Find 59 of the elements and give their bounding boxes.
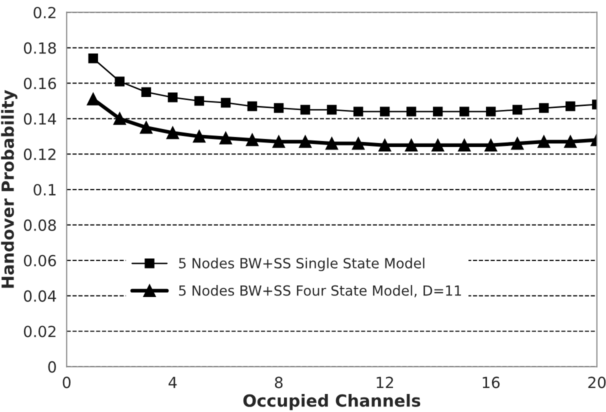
- x-tick-label: 20: [588, 376, 606, 388]
- point: [564, 135, 577, 148]
- point: [378, 138, 392, 152]
- point: [538, 135, 550, 148]
- x-tick-label: 8: [274, 376, 283, 388]
- point: [458, 138, 471, 152]
- y-tick-label: 0.2: [34, 6, 56, 18]
- point: [326, 137, 338, 150]
- y-tick-label: 0: [48, 361, 56, 373]
- point: [484, 138, 498, 152]
- point: [486, 106, 496, 116]
- x-tick-label: 0: [62, 376, 71, 388]
- y-tick-label: 0.02: [24, 326, 56, 338]
- point: [380, 106, 390, 116]
- point: [246, 134, 258, 146]
- y-axis-title: Handover Probability: [1, 90, 18, 288]
- x-axis-title: Occupied Channels: [243, 394, 420, 410]
- legend-label: 5 Nodes BW+SS Four State Model, D=11: [179, 285, 461, 298]
- point: [192, 130, 206, 143]
- point: [432, 106, 443, 116]
- point: [539, 103, 549, 113]
- point: [219, 132, 232, 144]
- x-tick-label: 4: [168, 376, 177, 388]
- y-tick-label: 0.16: [24, 78, 56, 90]
- x-tick-label: 12: [376, 376, 393, 388]
- point: [353, 106, 364, 116]
- point: [114, 76, 125, 86]
- point: [274, 103, 284, 113]
- y-tick-label: 0.04: [24, 290, 56, 302]
- point: [272, 135, 286, 148]
- point: [299, 135, 312, 148]
- point: [566, 101, 576, 112]
- y-tick-label: 0.08: [24, 219, 56, 231]
- y-tick-label: 0.12: [24, 148, 56, 160]
- point: [194, 96, 204, 106]
- point: [220, 98, 231, 108]
- point: [511, 137, 524, 150]
- point: [247, 101, 258, 112]
- x-tick-label: 16: [482, 376, 500, 388]
- y-tick-label: 0.14: [24, 113, 56, 125]
- point: [432, 138, 444, 152]
- point: [459, 106, 470, 116]
- point: [141, 87, 152, 97]
- point: [300, 104, 310, 115]
- y-tick-label: 0.1: [34, 184, 56, 196]
- point: [88, 54, 98, 64]
- point: [168, 92, 178, 102]
- point: [326, 104, 337, 115]
- point: [140, 121, 152, 134]
- point: [512, 104, 522, 115]
- y-tick-label: 0.06: [24, 254, 56, 266]
- point: [352, 137, 365, 150]
- point: [86, 92, 100, 106]
- point: [166, 126, 179, 140]
- legend-label: 5 Nodes BW+SS Single State Model: [179, 258, 424, 272]
- point: [113, 112, 126, 125]
- point: [406, 106, 416, 116]
- point: [405, 138, 418, 152]
- y-tick-label: 0.18: [24, 42, 56, 54]
